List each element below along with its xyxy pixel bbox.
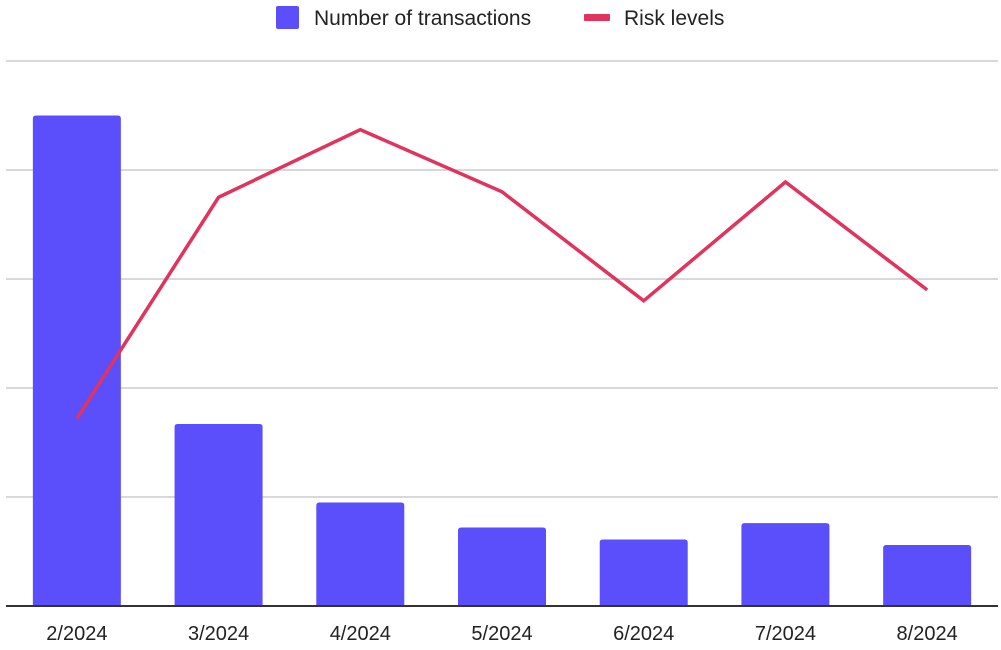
bar-series: [32, 115, 972, 606]
bar-5-2024: [458, 527, 546, 606]
line-series: [75, 127, 929, 420]
legend-swatch-risk-levels: [584, 14, 610, 21]
risk-levels-line: [75, 127, 929, 420]
x-tick-label: 5/2024: [471, 623, 532, 645]
gridlines: [6, 60, 998, 498]
bar-6-2024: [599, 539, 688, 606]
legend-label-transactions: Number of transactions: [314, 7, 531, 30]
bar-8-2024: [883, 544, 972, 606]
legend-label-risk-levels: Risk levels: [624, 7, 724, 30]
x-tick-label: 3/2024: [188, 623, 249, 645]
x-tick-label: 4/2024: [330, 623, 391, 645]
bar-3-2024: [174, 423, 263, 606]
legend-swatch-transactions: [276, 6, 299, 29]
bar-4-2024: [316, 502, 405, 606]
x-tick-label: 8/2024: [897, 623, 958, 645]
x-tick-label: 6/2024: [613, 623, 674, 645]
x-tick-label: 7/2024: [755, 623, 816, 645]
bar-7-2024: [741, 523, 830, 606]
x-tick-label: 2/2024: [46, 623, 107, 645]
legend: Number of transactions Risk levels: [276, 6, 724, 30]
bar-2-2024: [32, 115, 121, 606]
x-axis-tick-labels: 2/2024 3/2024 4/2024 5/2024 6/2024 7/2024 8/20…: [46, 623, 957, 645]
